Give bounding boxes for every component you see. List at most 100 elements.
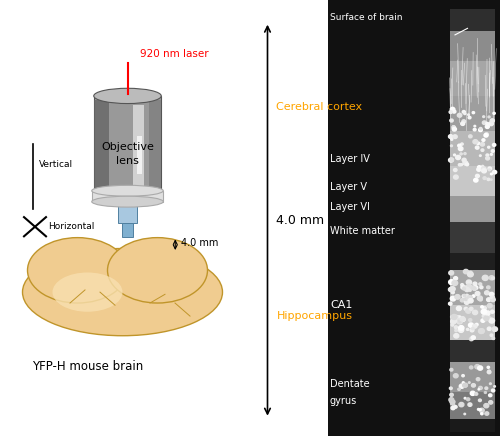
Circle shape (492, 389, 493, 391)
Circle shape (450, 403, 452, 404)
Bar (450, 166, 495, 196)
Circle shape (486, 157, 490, 160)
Circle shape (478, 298, 482, 301)
Circle shape (464, 307, 468, 310)
Circle shape (473, 128, 476, 131)
Text: Cerebral cortex: Cerebral cortex (276, 102, 362, 112)
Circle shape (474, 286, 478, 290)
Circle shape (487, 317, 491, 320)
Circle shape (480, 127, 482, 129)
Circle shape (449, 398, 454, 402)
Circle shape (462, 383, 468, 387)
Circle shape (460, 384, 464, 388)
Text: 4.0 mm: 4.0 mm (276, 214, 324, 227)
Circle shape (458, 144, 461, 147)
Circle shape (450, 145, 452, 146)
Circle shape (485, 412, 489, 415)
Ellipse shape (22, 249, 222, 336)
Circle shape (472, 310, 478, 315)
Circle shape (450, 286, 455, 291)
Circle shape (468, 272, 473, 277)
Text: White matter: White matter (330, 226, 395, 236)
Text: YFP-H mouse brain: YFP-H mouse brain (32, 360, 143, 373)
Bar (92, 191, 163, 201)
Circle shape (484, 404, 488, 408)
Circle shape (468, 323, 473, 327)
Circle shape (458, 326, 464, 330)
Circle shape (476, 146, 479, 149)
Circle shape (480, 409, 482, 411)
Circle shape (480, 286, 483, 289)
Circle shape (474, 178, 478, 182)
Circle shape (468, 403, 472, 406)
Circle shape (454, 405, 457, 408)
Text: Dentate: Dentate (330, 379, 370, 388)
Ellipse shape (108, 238, 208, 303)
Circle shape (474, 126, 476, 127)
Circle shape (472, 286, 476, 290)
Circle shape (472, 327, 474, 330)
Circle shape (481, 306, 484, 308)
Circle shape (490, 298, 495, 302)
Circle shape (464, 153, 466, 155)
Circle shape (454, 168, 457, 171)
Circle shape (488, 169, 490, 170)
Circle shape (463, 294, 466, 297)
Circle shape (469, 271, 472, 274)
Circle shape (477, 167, 481, 171)
Circle shape (488, 327, 491, 330)
Circle shape (464, 300, 469, 304)
Circle shape (450, 296, 456, 301)
Circle shape (452, 400, 455, 403)
Circle shape (490, 173, 492, 175)
Circle shape (482, 121, 486, 124)
Ellipse shape (28, 238, 128, 303)
Circle shape (466, 163, 468, 166)
Circle shape (454, 154, 456, 156)
Circle shape (482, 116, 484, 118)
Circle shape (472, 324, 477, 328)
Circle shape (454, 175, 458, 179)
Circle shape (474, 393, 478, 395)
Circle shape (484, 133, 488, 137)
Circle shape (464, 398, 466, 399)
Circle shape (450, 387, 452, 389)
Bar (94, 100, 108, 192)
Circle shape (454, 326, 458, 329)
Circle shape (472, 384, 476, 387)
Circle shape (482, 167, 486, 171)
Circle shape (490, 296, 492, 298)
Circle shape (478, 409, 480, 410)
Circle shape (490, 310, 494, 313)
Circle shape (486, 298, 491, 302)
Circle shape (480, 408, 484, 412)
Circle shape (450, 393, 454, 396)
Circle shape (484, 392, 486, 393)
Circle shape (458, 328, 464, 332)
Text: Layer IV: Layer IV (330, 154, 370, 164)
Circle shape (464, 413, 466, 415)
Text: Horizontal: Horizontal (48, 222, 95, 231)
Circle shape (461, 283, 464, 286)
Circle shape (463, 161, 468, 165)
Circle shape (488, 370, 490, 372)
Circle shape (489, 276, 494, 280)
Circle shape (464, 298, 468, 300)
Circle shape (490, 179, 492, 181)
Circle shape (482, 315, 486, 317)
Circle shape (478, 329, 484, 334)
Ellipse shape (94, 88, 161, 104)
Circle shape (452, 403, 454, 405)
Circle shape (452, 110, 456, 113)
Circle shape (456, 319, 462, 324)
Circle shape (450, 316, 454, 318)
Ellipse shape (92, 185, 163, 196)
Circle shape (451, 406, 455, 410)
Circle shape (458, 146, 463, 151)
Circle shape (483, 177, 486, 180)
Circle shape (470, 391, 475, 395)
Circle shape (462, 110, 466, 113)
Circle shape (460, 143, 463, 145)
Circle shape (467, 296, 472, 300)
Text: 4.0 mm: 4.0 mm (182, 238, 218, 248)
